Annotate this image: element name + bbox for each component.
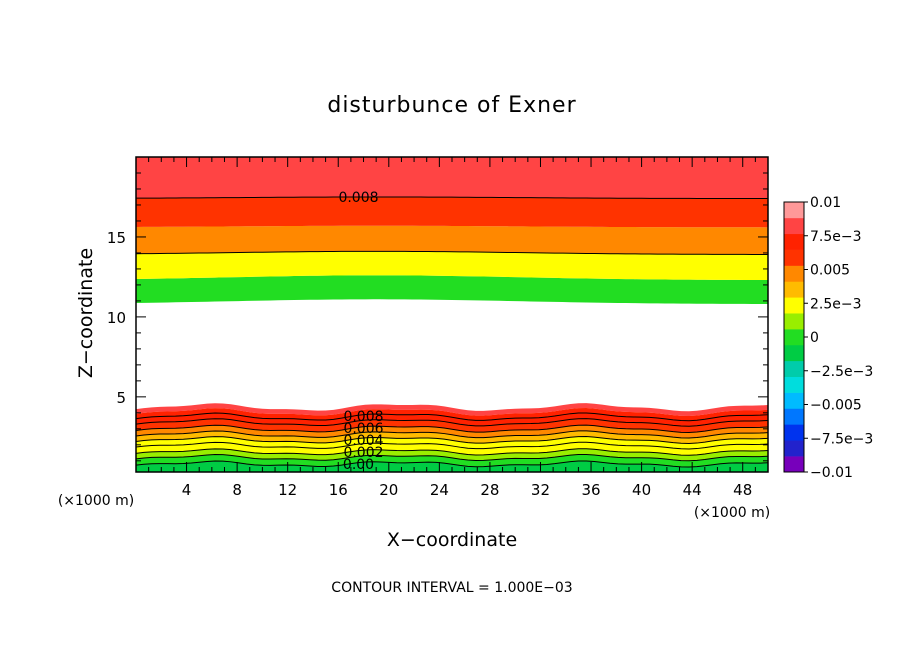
colorbar-swatch bbox=[784, 424, 804, 441]
y-tick-label: 15 bbox=[107, 229, 126, 247]
colorbar-swatch bbox=[784, 297, 804, 314]
colorbar-swatch bbox=[784, 233, 804, 250]
colorbar-label: −0.01 bbox=[810, 465, 853, 481]
colorbar-label: 2.5e−3 bbox=[810, 296, 862, 312]
upper-contour-line bbox=[135, 196, 769, 200]
contour-label: 0.00 bbox=[343, 457, 374, 473]
colorbar-swatch bbox=[784, 392, 804, 409]
x-tick-labels: 4 8 12 16 20 24 28 32 36 40 44 48 bbox=[182, 481, 752, 499]
x-tick-label: 20 bbox=[379, 481, 398, 499]
colorbar-swatch bbox=[784, 265, 804, 282]
colorbar-label: 0.01 bbox=[810, 195, 841, 211]
x-tick-label: 44 bbox=[683, 481, 702, 499]
upper-contour-band bbox=[136, 275, 768, 304]
lower-contour-band bbox=[136, 460, 768, 472]
colorbar-label: −2.5e−3 bbox=[810, 364, 873, 380]
colorbar-label: 0 bbox=[810, 330, 819, 346]
colorbar-swatch bbox=[784, 217, 804, 235]
contour-interval-note: CONTOUR INTERVAL = 1.000E−03 bbox=[331, 580, 572, 596]
lower-contour-line bbox=[135, 418, 769, 427]
colorbar-label: −7.5e−3 bbox=[810, 431, 873, 447]
colorbar-swatch bbox=[784, 281, 804, 298]
lower-contour-line bbox=[135, 424, 769, 433]
contour-label: 0.002 bbox=[343, 445, 383, 461]
upper-contour-band bbox=[136, 157, 768, 199]
colorbar-swatch bbox=[784, 329, 804, 346]
contour-label: 0.004 bbox=[343, 433, 383, 449]
x-tick-label: 12 bbox=[278, 481, 297, 499]
lower-contour-line bbox=[135, 412, 769, 422]
colorbar-swatch bbox=[784, 202, 804, 219]
colorbar-swatch bbox=[784, 249, 804, 266]
lower-contour-line bbox=[135, 430, 769, 439]
x-tick-label: 48 bbox=[733, 481, 752, 499]
colorbar bbox=[783, 201, 805, 473]
upper-contour-band bbox=[136, 225, 768, 255]
lower-contour-band bbox=[136, 418, 768, 433]
contour-field bbox=[136, 157, 768, 472]
lower-contour-band bbox=[136, 425, 768, 438]
colorbar-swatch bbox=[784, 376, 804, 393]
colorbar-label: −0.005 bbox=[810, 398, 862, 414]
upper-contour-line bbox=[135, 250, 769, 255]
lower-contour-line bbox=[135, 460, 769, 468]
x-tick-label: 36 bbox=[581, 481, 600, 499]
colorbar-label: 7.5e−3 bbox=[810, 229, 862, 245]
colorbar-label: 0.005 bbox=[810, 263, 850, 279]
lower-contour-line bbox=[135, 448, 769, 456]
colorbar-swatch bbox=[784, 344, 804, 362]
x-tick-label: 32 bbox=[531, 481, 550, 499]
x-tick-label: 4 bbox=[182, 481, 192, 499]
x-unit-label: (×1000 m) bbox=[694, 505, 770, 521]
upper-contour-band bbox=[136, 251, 768, 281]
lower-contour-band bbox=[136, 442, 768, 456]
chart-title: disturbunce of Exner bbox=[327, 93, 576, 118]
contour-label: 0.008 bbox=[343, 409, 383, 425]
lower-contour-band bbox=[136, 436, 768, 449]
y-tick-labels: 5 10 15 bbox=[107, 229, 126, 407]
colorbar-swatch bbox=[784, 456, 804, 473]
y-axis-label: Z−coordinate bbox=[75, 248, 97, 378]
colorbar-swatch bbox=[784, 360, 804, 377]
contour-label: 0.008 bbox=[338, 190, 378, 206]
lower-contour-band bbox=[136, 430, 768, 444]
y-tick-label: 10 bbox=[107, 309, 126, 327]
x-tick-label: 8 bbox=[232, 481, 242, 499]
colorbar-swatch bbox=[784, 313, 804, 330]
x-tick-label: 16 bbox=[329, 481, 348, 499]
axis-ticks bbox=[136, 157, 768, 472]
x-tick-label: 40 bbox=[632, 481, 651, 499]
lower-contour-line bbox=[135, 436, 769, 444]
lower-contour-line bbox=[135, 453, 769, 462]
contour-label: 0.006 bbox=[343, 421, 383, 437]
x-axis-label: X−coordinate bbox=[387, 529, 517, 551]
lower-contour-band bbox=[136, 412, 768, 427]
contour-lines bbox=[135, 196, 769, 468]
lower-contour-band bbox=[136, 448, 768, 461]
colorbar-labels: 0.01 7.5e−3 0.005 2.5e−3 0 −2.5e−3 −0.005 −7.5e… bbox=[804, 195, 873, 481]
x-tick-label: 24 bbox=[430, 481, 449, 499]
lower-contour-band bbox=[136, 403, 768, 416]
x-tick-label: 28 bbox=[480, 481, 499, 499]
lower-contour-band bbox=[136, 454, 768, 468]
y-tick-label: 5 bbox=[116, 389, 126, 407]
y-unit-label: (×1000 m) bbox=[58, 493, 134, 509]
colorbar-swatch bbox=[784, 440, 804, 457]
colorbar-swatch bbox=[784, 408, 804, 425]
upper-contour-band bbox=[136, 196, 768, 228]
lower-contour-band bbox=[136, 408, 768, 421]
lower-contour-line bbox=[135, 441, 769, 450]
